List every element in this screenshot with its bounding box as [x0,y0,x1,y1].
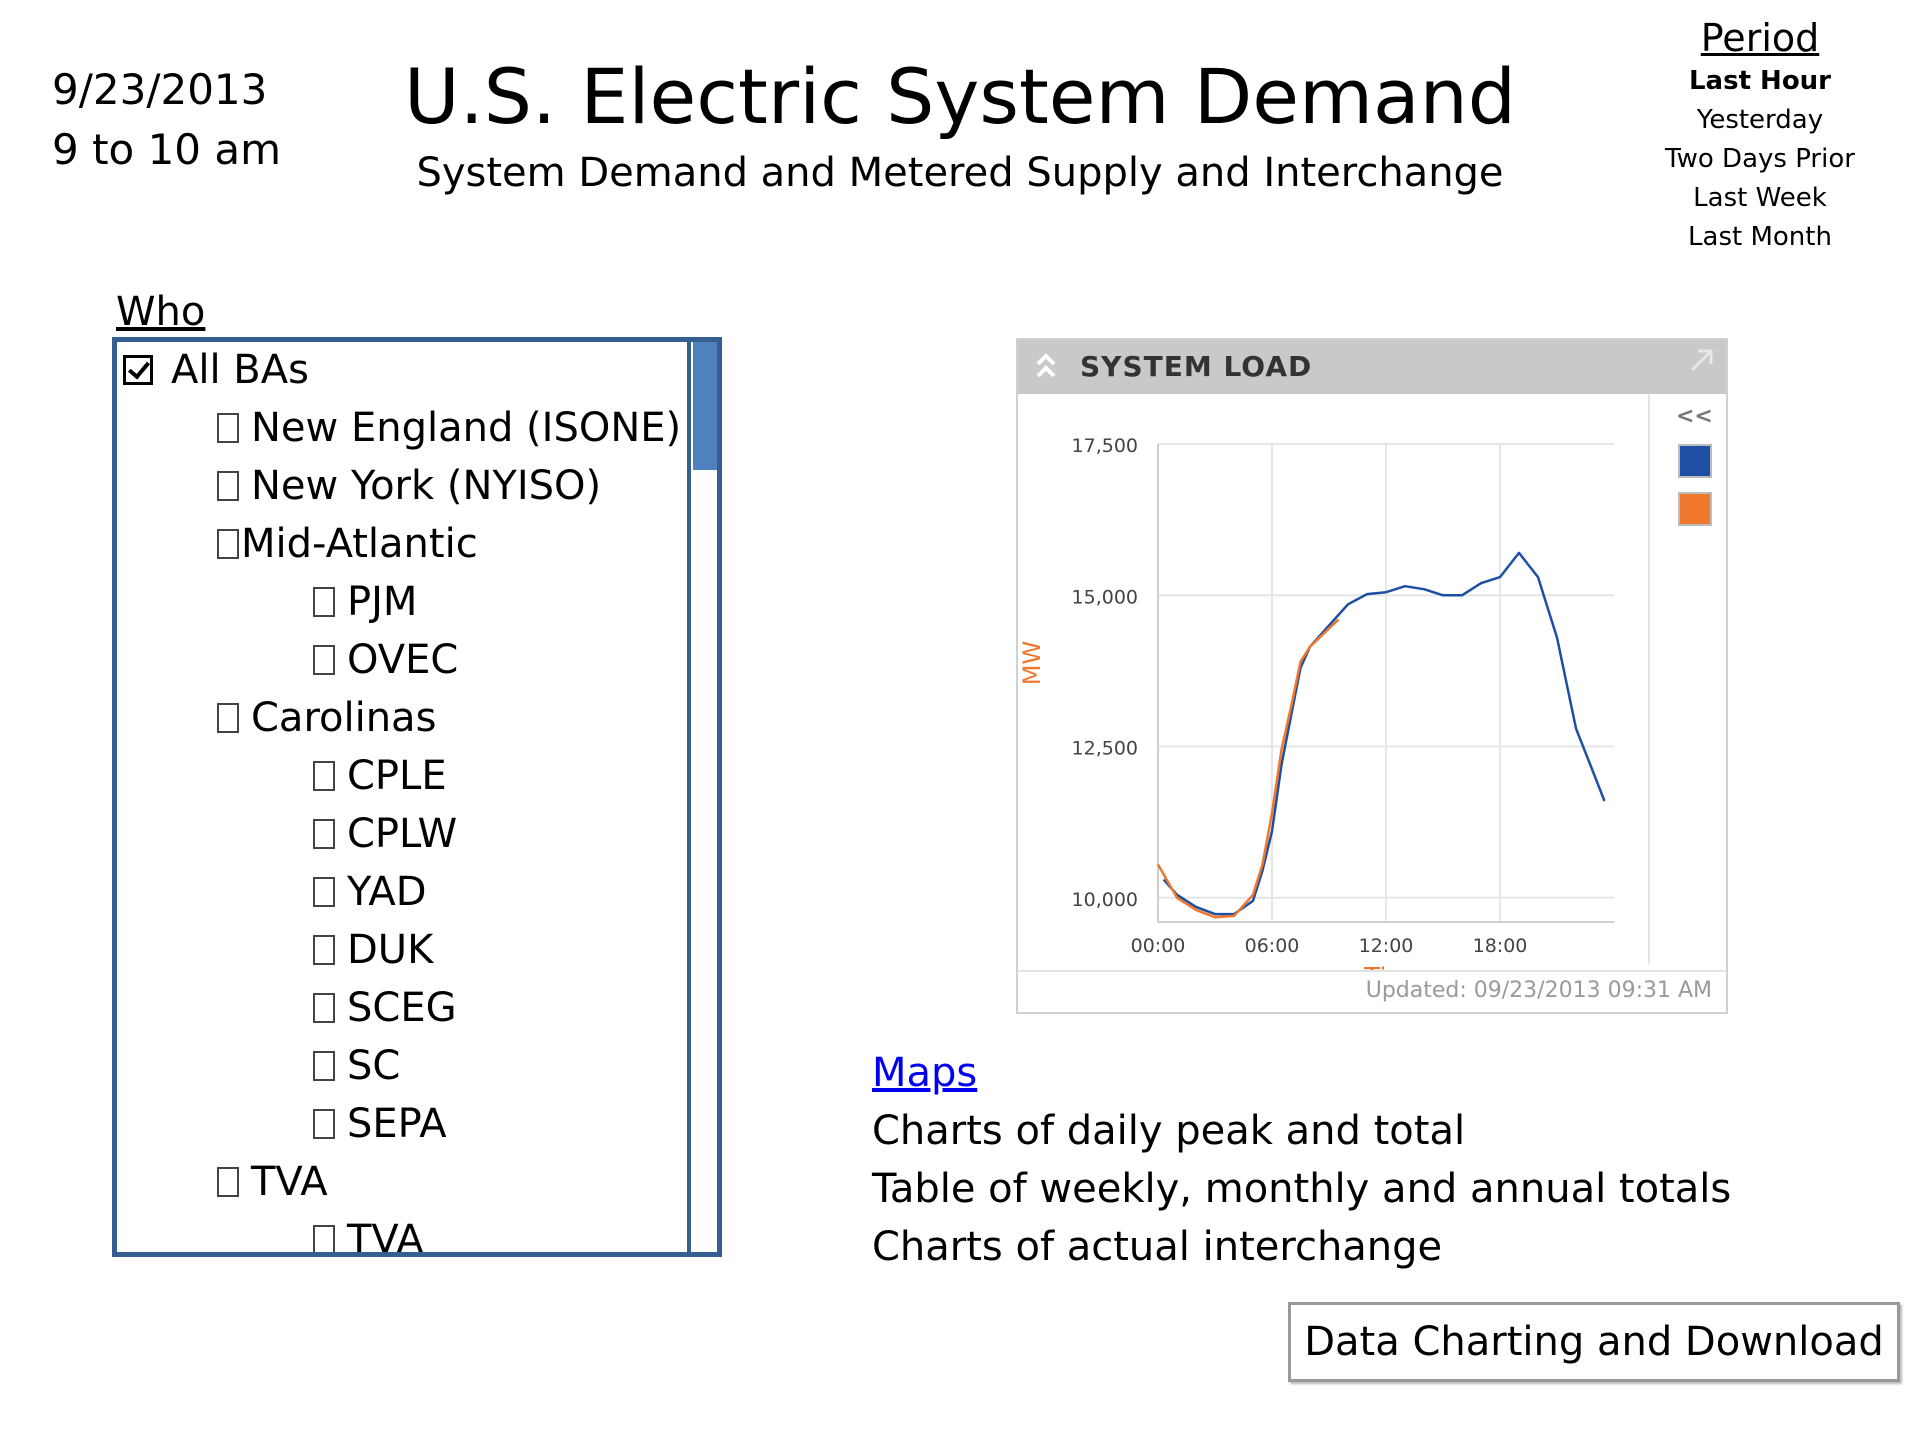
system-load-chart: 10,000 12,500 15,000 17,500 00:00 06:00 12:00 1… [1018,435,1614,970]
ba-label: SEPA [347,1101,447,1147]
legend-swatch-orange[interactable] [1678,492,1712,526]
y-axis-label: MW [1018,641,1046,685]
period-option-yesterday[interactable]: Yesterday [1696,105,1824,135]
ba-item[interactable]: Carolinas [217,690,436,746]
widget-title: SYSTEM LOAD [1080,350,1313,383]
x-tick-label: 00:00 [1131,935,1186,957]
ba-item[interactable]: TVA [217,1154,328,1210]
checkbox[interactable] [313,877,335,907]
series-line-1 [1156,618,1340,919]
checkbox[interactable] [217,471,239,501]
checkbox[interactable] [313,645,335,675]
ba-item[interactable]: SC [313,1038,400,1094]
ba-label: Carolinas [251,695,437,741]
checkbox[interactable] [313,1109,335,1139]
ba-item[interactable]: SEPA [313,1096,447,1152]
y-tick-label: 10,000 [1072,889,1138,911]
ba-item[interactable]: All BAs [123,342,309,398]
ba-item[interactable]: Mid-Atlantic [217,516,478,572]
period-menu: Period Last Hour Yesterday Two Days Prio… [1640,14,1880,257]
period-option-last-week[interactable]: Last Week [1693,183,1827,213]
y-tick-label: 12,500 [1072,738,1138,760]
widget-header: SYSTEM LOAD [1018,340,1726,394]
ba-label: DUK [347,927,434,973]
ba-list-scrollbar[interactable] [687,342,717,1252]
link-weekly-table[interactable]: Table of weekly, monthly and annual tota… [872,1166,1732,1212]
ba-item[interactable]: CPLE [313,748,447,804]
checkbox[interactable] [217,529,239,559]
ba-item[interactable]: DUK [313,922,433,978]
checkbox[interactable] [313,993,335,1023]
data-charting-download-button[interactable]: Data Charting and Download [1288,1302,1900,1382]
ba-label: SC [347,1043,401,1089]
ba-label: PJM [347,579,418,625]
collapse-icon[interactable] [1032,350,1060,384]
page-title: U.S. Electric System Demand [404,52,1516,141]
x-tick-label: 12:00 [1359,935,1414,957]
ba-item[interactable]: TVA [313,1212,424,1257]
ba-label: YAD [347,869,427,915]
ba-label: CPLW [347,811,458,857]
expand-icon[interactable] [1688,346,1716,374]
checkbox[interactable] [313,761,335,791]
y-tick-label: 17,500 [1072,435,1138,457]
ba-label: New England (ISONE) [251,405,682,451]
ba-item[interactable]: OVEC [313,632,458,688]
who-heading: Who [116,289,206,335]
checkbox[interactable] [217,413,239,443]
ba-item[interactable]: YAD [313,864,427,920]
checkbox[interactable] [313,1225,335,1252]
ba-label: All BAs [171,347,309,393]
maps-link[interactable]: Maps [872,1050,978,1096]
ba-item[interactable]: PJM [313,574,417,630]
period-option-last-month[interactable]: Last Month [1688,222,1832,252]
ba-label: TVA [251,1159,328,1205]
ba-label: New York (NYISO) [251,463,602,509]
ba-list-box[interactable]: All BAs New England (ISONE) New York (NYIS… [112,337,722,1257]
ba-label: Mid-Atlantic [241,521,478,567]
ba-label: TVA [347,1217,424,1257]
checkbox[interactable] [217,703,239,733]
series-line-0 [1162,551,1606,916]
y-tick-label: 15,000 [1072,586,1138,608]
checkbox[interactable] [313,587,335,617]
link-daily-peak[interactable]: Charts of daily peak and total [872,1108,1466,1154]
ba-label: CPLE [347,753,447,799]
checkbox[interactable] [123,355,153,385]
ba-item[interactable]: New England (ISONE) [217,400,681,456]
ba-item[interactable]: New York (NYISO) [217,458,601,514]
legend-swatch-blue[interactable] [1678,444,1712,478]
ba-label: SCEG [347,985,457,1031]
legend-panel: << [1648,394,1730,964]
time-range-label: 9 to 10 am [52,125,282,174]
period-heading: Period [1700,16,1820,60]
checkbox[interactable] [313,819,335,849]
checkbox[interactable] [313,935,335,965]
ba-item[interactable]: SCEG [313,980,457,1036]
checkbox[interactable] [217,1167,239,1197]
system-load-widget: SYSTEM LOAD 10,000 12,500 15,000 17,500 00:0… [1016,338,1728,1014]
updated-timestamp: Updated: 09/23/2013 09:31 AM [1365,978,1712,1003]
page-subtitle: System Demand and Metered Supply and Int… [416,150,1504,196]
legend-toggle-icon[interactable]: << [1676,404,1713,429]
ba-label: OVEC [347,637,459,683]
date-label: 9/23/2013 [52,65,268,114]
x-tick-label: 06:00 [1245,935,1300,957]
link-interchange[interactable]: Charts of actual interchange [872,1224,1443,1270]
date-block: 9/23/2013 9 to 10 am [52,60,281,180]
period-option-two-days-prior[interactable]: Two Days Prior [1665,144,1855,174]
checkbox[interactable] [313,1051,335,1081]
links-section: Maps Charts of daily peak and total Tabl… [872,1044,1731,1276]
x-tick-label: 18:00 [1473,935,1528,957]
period-option-last-hour[interactable]: Last Hour [1688,66,1832,96]
ba-item[interactable]: CPLW [313,806,457,862]
updated-bar: Updated: 09/23/2013 09:31 AM [1018,970,1726,1016]
x-axis-label: Time [1363,963,1428,970]
scrollbar-thumb[interactable] [693,342,717,470]
